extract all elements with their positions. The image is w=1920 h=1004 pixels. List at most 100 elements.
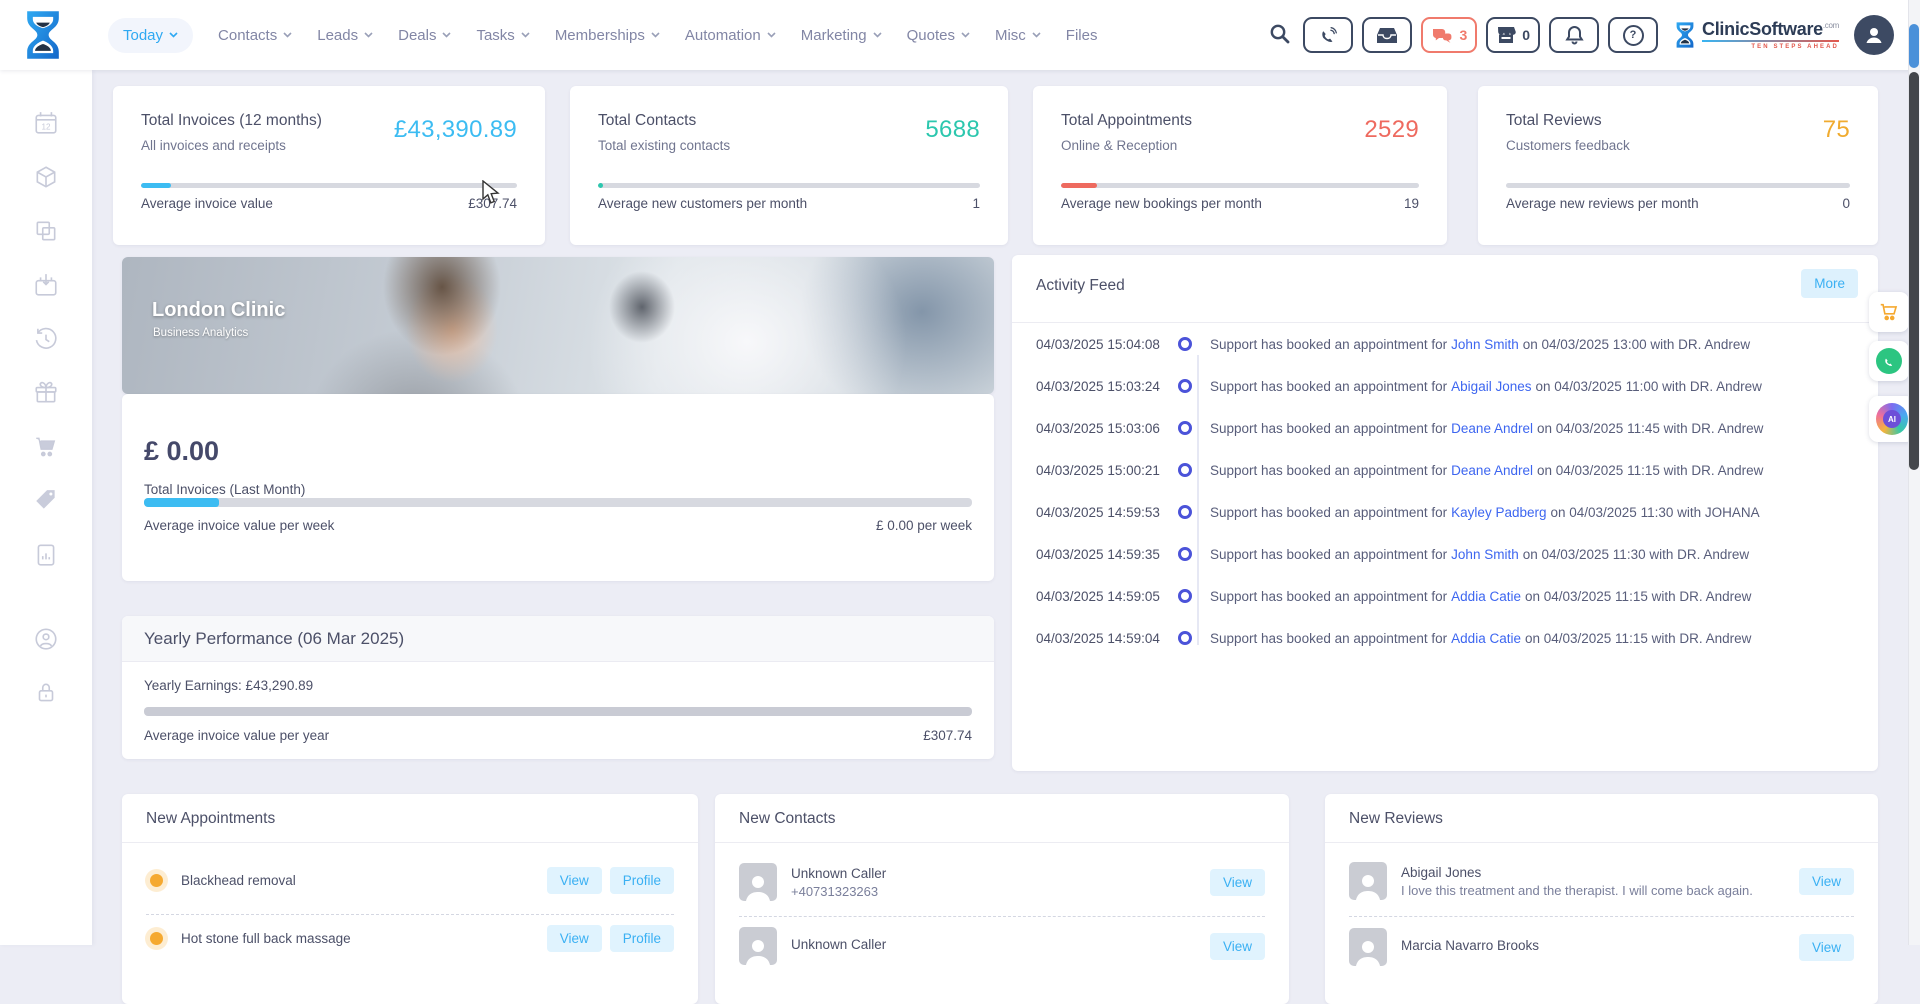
feed-text-pre: Support has booked an appointment for	[1210, 378, 1448, 394]
shop-float-button[interactable]	[1869, 292, 1909, 332]
nav-item-tasks[interactable]: Tasks	[476, 27, 530, 44]
stat-footer-label: Average new reviews per month	[1506, 196, 1699, 211]
stat-card-total-reviews: Total Reviews Customers feedback 75 Aver…	[1478, 86, 1878, 245]
account-icon[interactable]	[33, 626, 59, 652]
profile-button[interactable]: Profile	[609, 924, 674, 952]
chat-bubbles-icon	[1433, 29, 1452, 43]
stat-footer-label: Average invoice value	[141, 196, 273, 211]
clinicsoftware-logo-icon[interactable]	[20, 9, 66, 61]
help-button[interactable]: ?	[1608, 17, 1659, 53]
user-avatar[interactable]	[1854, 15, 1894, 55]
feed-contact-link[interactable]: John Smith	[1451, 546, 1519, 562]
nav-item-today[interactable]: Today	[108, 17, 194, 53]
stat-progress-track	[1061, 183, 1419, 188]
feed-text: Support has booked an appointment for Dea…	[1210, 421, 1763, 436]
nav-item-quotes[interactable]: Quotes	[907, 27, 970, 44]
last-month-footer-label: Average invoice value per week	[144, 518, 335, 533]
report-icon[interactable]	[33, 542, 59, 568]
top-bar: Today Contacts Leads Deals Tasks Members…	[0, 0, 1920, 70]
view-button[interactable]: View	[1798, 867, 1854, 895]
view-button[interactable]: View	[546, 924, 602, 952]
activity-feed-more-button[interactable]: More	[1801, 269, 1858, 298]
notifications-button[interactable]	[1549, 17, 1600, 53]
feed-contact-link[interactable]: Deane Andrel	[1451, 462, 1533, 478]
feed-text-pre: Support has booked an appointment for	[1210, 336, 1448, 352]
lock-icon[interactable]	[33, 680, 59, 706]
contact-name: Unknown Caller	[791, 865, 887, 881]
view-button[interactable]: View	[546, 866, 602, 894]
calendar-12-icon[interactable]: 12	[33, 110, 59, 136]
feed-text: Support has booked an appointment for Add…	[1210, 631, 1751, 646]
chevron-down-icon	[169, 32, 178, 38]
feed-time: 04/03/2025 14:59:35	[1036, 546, 1160, 562]
search-button[interactable]	[1269, 23, 1290, 47]
avatar	[739, 927, 777, 965]
view-button[interactable]: View	[1209, 868, 1265, 896]
yearly-footer: Average invoice value per year £307.74	[144, 728, 972, 743]
last-month-progress-track	[144, 498, 972, 507]
nav-item-contacts[interactable]: Contacts	[218, 27, 292, 44]
nav-label: Memberships	[554, 26, 645, 44]
history-icon[interactable]	[33, 326, 59, 352]
nav-item-files[interactable]: Files	[1066, 27, 1098, 44]
call-float-button[interactable]	[1869, 341, 1909, 381]
feed-contact-link[interactable]: Deane Andrel	[1451, 420, 1533, 436]
yearly-footer-label: Average invoice value per year	[144, 728, 330, 743]
store-button[interactable]: 0	[1486, 17, 1541, 53]
nav-item-misc[interactable]: Misc	[995, 27, 1041, 44]
feed-text-pre: Support has booked an appointment for	[1210, 546, 1448, 562]
calendar-import-icon[interactable]	[33, 272, 59, 298]
phone-calls-button[interactable]	[1303, 17, 1354, 53]
view-button[interactable]: View	[1798, 933, 1854, 961]
nav-item-memberships[interactable]: Memberships	[555, 27, 660, 44]
feed-text-pre: Support has booked an appointment for	[1210, 504, 1448, 520]
contact-phone: +40731323263	[791, 883, 879, 899]
store-icon	[1498, 27, 1517, 43]
feed-contact-link[interactable]: Abigail Jones	[1451, 378, 1532, 394]
scrollbar-blue-segment[interactable]	[1909, 24, 1919, 68]
profile-button[interactable]: Profile	[609, 866, 674, 894]
copy-icon[interactable]	[33, 218, 59, 244]
review-text: I love this treatment and the therapist.…	[1401, 882, 1753, 898]
page-scrollbar[interactable]	[1908, 0, 1920, 945]
feed-contact-link[interactable]: Addia Catie	[1451, 630, 1521, 646]
new-appointments-title: New Appointments	[146, 810, 276, 827]
brand-tagline: TEN STEPS AHEAD	[1751, 44, 1839, 50]
ai-assistant-button[interactable]: AI	[1869, 396, 1915, 442]
view-button[interactable]: View	[1209, 932, 1265, 960]
chevron-down-icon	[961, 32, 970, 38]
nav-label: Contacts	[218, 26, 278, 44]
feed-contact-link[interactable]: Addia Catie	[1451, 588, 1521, 604]
feed-text-post: on 04/03/2025 11:30 with DR. Andrew	[1522, 546, 1750, 562]
last-month-value: £ 0.00	[144, 436, 220, 466]
feed-text: Support has booked an appointment for Joh…	[1210, 547, 1749, 562]
feed-item: 04/03/2025 15:03:24 Support has booked an…	[1036, 371, 1868, 401]
tags-icon[interactable]	[33, 488, 59, 514]
ai-icon: AI	[1876, 403, 1908, 435]
inbox-button[interactable]	[1362, 17, 1413, 53]
activity-feed-title: Activity Feed	[1036, 277, 1125, 294]
cube-icon[interactable]	[33, 164, 59, 190]
nav-item-automation[interactable]: Automation	[685, 27, 776, 44]
nav-item-leads[interactable]: Leads	[317, 27, 373, 44]
feed-contact-link[interactable]: Kayley Padberg	[1451, 504, 1547, 520]
stat-subtitle: All invoices and receipts	[141, 138, 286, 153]
stat-value: £43,390.89	[393, 116, 517, 143]
cart-icon[interactable]	[33, 434, 59, 460]
chat-messages-button[interactable]: 3	[1421, 17, 1478, 53]
scrollbar-thumb[interactable]	[1909, 72, 1919, 470]
nav-item-marketing[interactable]: Marketing	[801, 27, 882, 44]
clinicsoftware-brand[interactable]: ClinicSoftware.com TEN STEPS AHEAD	[1673, 20, 1839, 50]
stat-footer: Average invoice value £307.74	[141, 196, 517, 211]
feed-text-post: on 04/03/2025 11:45 with DR. Andrew	[1536, 420, 1764, 436]
nav-item-deals[interactable]: Deals	[398, 27, 452, 44]
feed-time: 04/03/2025 15:04:08	[1036, 336, 1160, 352]
feed-contact-link[interactable]: John Smith	[1451, 336, 1519, 352]
feed-time: 04/03/2025 15:00:21	[1036, 462, 1160, 478]
stat-card-total-appointments: Total Appointments Online & Reception 25…	[1033, 86, 1447, 245]
brand-name: ClinicSoftware	[1702, 19, 1823, 39]
feed-item: 04/03/2025 15:04:08 Support has booked an…	[1036, 329, 1868, 359]
feed-text-pre: Support has booked an appointment for	[1210, 588, 1448, 604]
gift-icon[interactable]	[33, 380, 59, 406]
feed-text-pre: Support has booked an appointment for	[1210, 462, 1448, 478]
